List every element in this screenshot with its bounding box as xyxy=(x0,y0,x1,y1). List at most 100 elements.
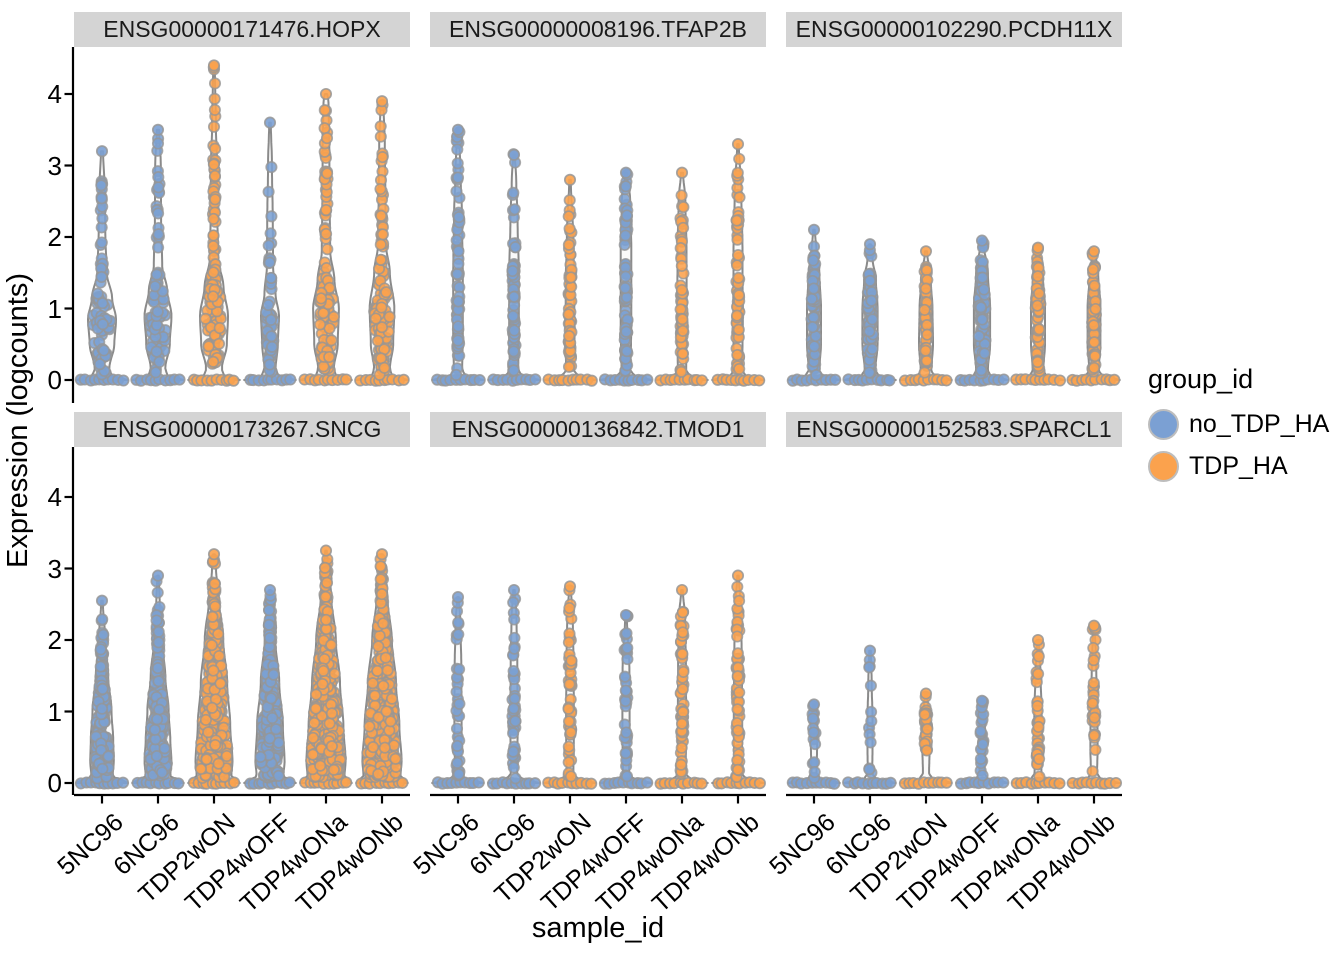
jitter-points xyxy=(254,583,285,784)
violin-TDP4wOFF xyxy=(955,694,1010,790)
zero-points xyxy=(1010,373,1067,387)
violin-6NC96 xyxy=(842,644,897,790)
zero-points xyxy=(187,373,240,387)
zero-points xyxy=(298,373,353,387)
jitter-points xyxy=(506,148,522,377)
violin-TDP4wONb xyxy=(1066,245,1121,387)
violin-TDP4wONa xyxy=(654,166,709,387)
violin-TDP2wON xyxy=(542,580,598,790)
legend-swatch-blue-icon xyxy=(1148,409,1179,440)
y-tick-label: 1 xyxy=(47,293,62,324)
y-tick-label: 2 xyxy=(47,222,62,252)
x-axis-title: sample_id xyxy=(531,912,665,944)
facet-panel-ENSG00000008196.TFAP2B xyxy=(431,123,766,387)
jitter-points xyxy=(730,569,746,784)
jitter-points xyxy=(506,583,522,785)
jitter-points xyxy=(972,234,992,380)
jitter-points xyxy=(674,583,690,780)
violin-5NC96 xyxy=(786,698,841,790)
y-tick-label: 3 xyxy=(47,150,62,181)
violin-TDP4wONb xyxy=(711,138,766,387)
y-tick-label: 0 xyxy=(47,365,62,395)
violin-6NC96 xyxy=(130,123,186,387)
legend-item-tdp-ha: TDP_HA xyxy=(1148,451,1338,482)
jitter-points xyxy=(562,173,578,373)
y-tick-label: 0 xyxy=(47,768,62,798)
jitter-points xyxy=(618,166,634,377)
jitter-points xyxy=(618,608,634,783)
jitter-points xyxy=(313,87,340,377)
violin-TDP4wOFF xyxy=(243,583,297,790)
violin-TDP4wONa xyxy=(299,544,353,790)
violin-TDP4wOFF xyxy=(954,234,1010,387)
facet-panel-ENSG00000102290.PCDH11X xyxy=(786,223,1121,387)
facet-panel-ENSG00000136842.TMOD1 xyxy=(431,569,766,790)
facet-panel-ENSG00000173267.SNCG xyxy=(74,544,409,790)
violin-TDP4wOFF xyxy=(243,116,297,387)
zero-points xyxy=(1066,776,1123,790)
jitter-points xyxy=(918,245,934,379)
zero-points xyxy=(487,373,542,387)
zero-points xyxy=(842,373,896,387)
zero-points xyxy=(711,373,766,387)
jitter-points xyxy=(805,223,823,382)
zero-points xyxy=(654,776,708,790)
y-tick-label: 4 xyxy=(47,482,62,512)
jitter-points xyxy=(806,698,822,784)
jitter-points xyxy=(89,594,115,785)
axes xyxy=(64,47,1122,804)
legend-item-label: no_TDP_HA xyxy=(1189,410,1330,438)
jitter-points xyxy=(1086,619,1102,778)
facet-strip-hopx: ENSG00000171476.HOPX xyxy=(74,12,410,47)
zero-points xyxy=(954,373,1010,387)
jitter-points xyxy=(918,687,934,757)
violin-TDP4wONb xyxy=(355,548,409,790)
legend: group_id no_TDP_HA TDP_HA xyxy=(1148,352,1338,493)
jitter-points xyxy=(730,138,746,376)
zero-points xyxy=(542,373,598,387)
jitter-points xyxy=(863,644,878,779)
facet-panel-ENSG00000152583.SPARCL1 xyxy=(786,619,1123,790)
jitter-points xyxy=(1030,633,1046,783)
violin-TDP2wON xyxy=(187,59,241,387)
violin-5NC96 xyxy=(431,123,486,387)
y-tick-label: 2 xyxy=(47,625,62,655)
violin-TDP2wON xyxy=(187,548,241,790)
zero-points xyxy=(431,776,485,790)
jitter-points xyxy=(450,591,466,782)
zero-points xyxy=(598,373,654,387)
zero-points xyxy=(1066,373,1121,387)
jitter-points xyxy=(450,123,466,381)
jitter-points xyxy=(861,238,880,379)
violin-TDP4wONb xyxy=(1066,619,1123,790)
violin-TDP4wONa xyxy=(654,583,709,790)
violin-6NC96 xyxy=(842,238,897,387)
facet-strip-sncg: ENSG00000173267.SNCG xyxy=(74,412,410,447)
violin-TDP2wON xyxy=(542,173,598,387)
facet-strip-sparcl1: ENSG00000152583.SPARCL1 xyxy=(786,412,1122,447)
jitter-points xyxy=(143,569,173,782)
zero-points xyxy=(955,776,1010,790)
violin-TDP4wONa xyxy=(1010,241,1067,387)
violin-5NC96 xyxy=(786,223,842,387)
violin-5NC96 xyxy=(431,591,485,790)
jitter-points xyxy=(305,544,347,784)
jitter-points xyxy=(194,548,234,784)
violin-5NC96 xyxy=(74,145,130,387)
violin-6NC96 xyxy=(131,569,185,790)
jitter-points xyxy=(368,95,396,381)
violin-5NC96 xyxy=(74,594,130,790)
violin-TDP2wON xyxy=(898,245,953,387)
zero-points xyxy=(842,776,897,790)
y-tick-label: 1 xyxy=(47,696,62,727)
facet-strip-tfap2b: ENSG00000008196.TFAP2B xyxy=(430,12,766,47)
facet-strip-pcdh11x: ENSG00000102290.PCDH11X xyxy=(786,12,1122,47)
violin-6NC96 xyxy=(486,583,542,790)
jitter-points xyxy=(1086,245,1102,378)
jitter-points xyxy=(199,59,227,370)
zero-points xyxy=(898,373,953,387)
legend-item-label: TDP_HA xyxy=(1189,452,1288,480)
zero-points xyxy=(898,776,953,790)
